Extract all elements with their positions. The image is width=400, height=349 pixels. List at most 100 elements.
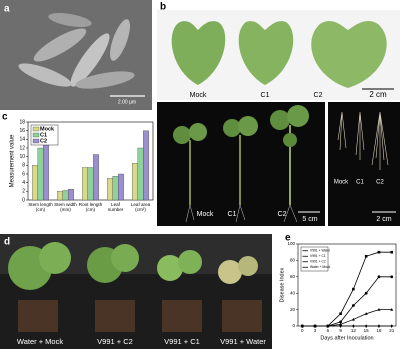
y-tick-label: 14 [19, 137, 25, 143]
scale-bar-label: 2.00 µm [118, 99, 136, 105]
photo-label: Water + Mock [17, 337, 63, 346]
marker [326, 324, 330, 328]
bar [118, 173, 124, 201]
marker [313, 324, 317, 328]
bar [57, 191, 63, 201]
legend-label: C1 [40, 132, 47, 138]
y-axis-label: Measurement value [10, 134, 16, 187]
legend-swatch [32, 126, 40, 132]
roots-photo: Mock C1 C2 2 cm [328, 102, 400, 226]
marker [377, 308, 381, 311]
bar [112, 176, 119, 201]
leaves-photo: Mock C1 C2 2 cm [157, 10, 400, 100]
bar [87, 167, 94, 201]
scale-bar-label: 2 cm [369, 90, 387, 99]
marker [377, 324, 381, 328]
y-tick-label: 20 [290, 307, 296, 312]
marker [390, 308, 394, 311]
y-tick-label: 6 [22, 171, 25, 177]
y-tick-label: 4 [22, 180, 25, 186]
marker [377, 275, 381, 279]
bar [132, 163, 138, 201]
y-tick-label: 18 [19, 119, 25, 125]
photo-label: V991 + Water [220, 337, 266, 346]
marker [351, 317, 355, 321]
bar [43, 135, 49, 201]
marker [339, 312, 342, 315]
photo-label: C1 [356, 180, 364, 186]
plants-photo: Mock C1 C2 5 cm [157, 102, 325, 226]
x-tick-label: Leaf number [107, 202, 124, 212]
y-tick-label: 40 [290, 290, 296, 295]
panel-label: c [2, 112, 8, 123]
photo-label: Mock [197, 211, 214, 218]
y-tick-label: 0 [292, 323, 295, 328]
x-tick-label: 18 [376, 328, 382, 333]
y-tick-label: 10 [19, 154, 25, 160]
legend-label: V991 + C1 [310, 254, 326, 258]
bar [137, 147, 144, 201]
x-tick-label: Leaf area (cm²) [130, 202, 151, 212]
x-tick-label: Stem length (cm) [28, 202, 53, 212]
legend-label: C2 [40, 138, 47, 144]
y-tick-label: 80 [290, 258, 296, 263]
panel-label: d [4, 237, 10, 248]
marker [364, 291, 368, 295]
x-tick-label: 0 [301, 328, 304, 333]
marker [390, 250, 394, 254]
marker [300, 324, 304, 328]
bar [93, 154, 99, 201]
bar [143, 130, 149, 201]
marker [339, 320, 343, 324]
y-tick-label: 0 [22, 197, 25, 203]
photo-label: C2 [314, 92, 323, 99]
legend-swatch [32, 138, 40, 144]
y-axis-label: Disease Index [279, 267, 285, 302]
x-tick-label: 15 [364, 328, 370, 333]
marker [364, 312, 368, 315]
scale-bar-label: 2 cm [376, 216, 391, 223]
y-tick-label: 60 [290, 274, 296, 279]
photo-label: V991 + C1 [164, 337, 200, 346]
marker [339, 322, 343, 326]
marker [364, 324, 368, 328]
bar [107, 178, 113, 201]
sem-photo: 2.00 µm [0, 0, 152, 110]
marker [390, 275, 394, 279]
x-tick-label: Stem width (mm) [54, 202, 77, 212]
legend-label: Mock [40, 126, 55, 132]
photo-label: C1 [261, 92, 270, 99]
bar [68, 189, 74, 201]
panel-label: a [4, 4, 10, 15]
scale-bar-label: 5 cm [302, 216, 317, 223]
legend-label: V991 + Water [310, 249, 331, 253]
y-tick-label: 100 [287, 241, 295, 246]
marker [377, 250, 381, 254]
marker [364, 255, 368, 258]
x-tick-label: 21 [389, 328, 395, 333]
legend-swatch [32, 132, 40, 138]
photo-label: V991 + C2 [97, 337, 133, 346]
x-tick-label: 6 [327, 328, 330, 333]
x-tick-label: 3 [314, 328, 317, 333]
bar [32, 165, 38, 201]
marker [352, 287, 355, 291]
pots-photo: Water + Mock V991 + C2 V991 + C1 V991 + … [0, 234, 272, 349]
x-tick-label: Root length (cm) [78, 202, 103, 212]
bar [82, 167, 88, 201]
marker [390, 324, 394, 328]
bar [62, 190, 69, 201]
photo-label: C1 [228, 211, 237, 218]
x-tick-label: 12 [351, 328, 357, 333]
photo-label: Mock [190, 92, 207, 99]
y-tick-label: 2 [22, 189, 25, 195]
marker [351, 324, 355, 328]
panel-label: b [160, 2, 166, 13]
y-tick-label: 12 [19, 145, 25, 151]
bar [37, 147, 44, 201]
panel-label: e [285, 233, 291, 244]
legend-label: V991 + C2 [310, 260, 326, 264]
y-tick-label: 16 [19, 128, 25, 134]
